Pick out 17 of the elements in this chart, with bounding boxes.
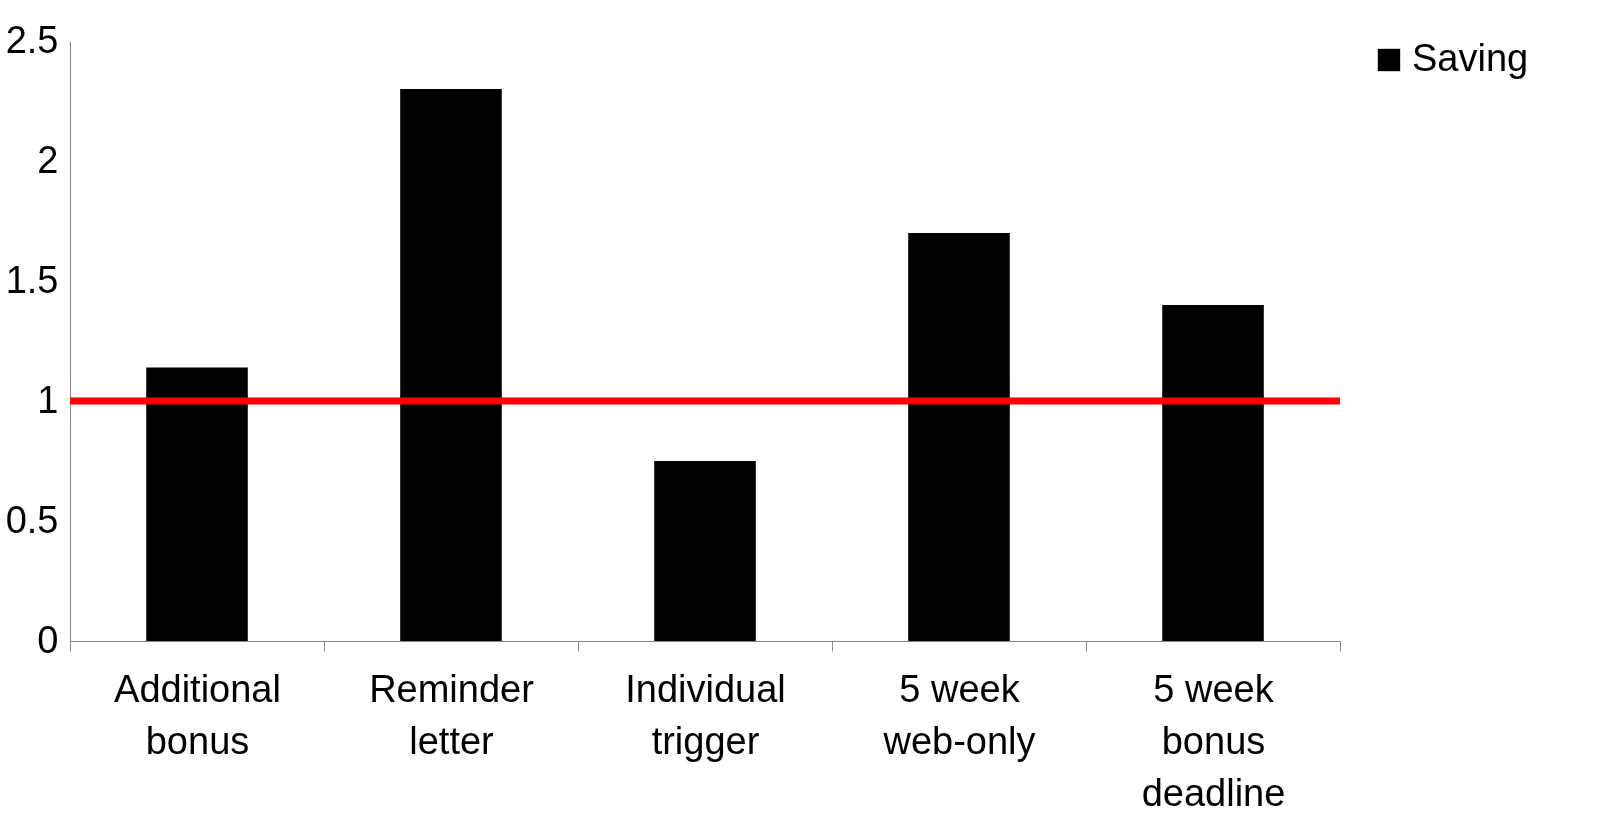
x-tick-label: 5 week web-only bbox=[882, 667, 1036, 762]
y-tick-label: 2.5 bbox=[5, 18, 59, 61]
y-tick-label: 1.5 bbox=[5, 258, 59, 301]
bar bbox=[1162, 305, 1264, 641]
y-tick-label: 0 bbox=[37, 618, 59, 661]
bar bbox=[654, 461, 756, 641]
bar bbox=[146, 367, 248, 641]
x-tick-label: Reminder letter bbox=[369, 667, 535, 762]
bar bbox=[400, 89, 502, 641]
bar bbox=[908, 233, 1010, 641]
x-tick-label: Individual trigger bbox=[625, 667, 786, 762]
y-tick-label: 1 bbox=[37, 378, 59, 421]
legend-label: Saving bbox=[1412, 37, 1529, 79]
y-tick-label: 2 bbox=[37, 138, 59, 181]
y-tick-label: 0.5 bbox=[5, 498, 59, 541]
x-tick-label: 5 week bonus deadline bbox=[1141, 667, 1286, 814]
x-tick-label: Additional bonus bbox=[114, 667, 281, 762]
